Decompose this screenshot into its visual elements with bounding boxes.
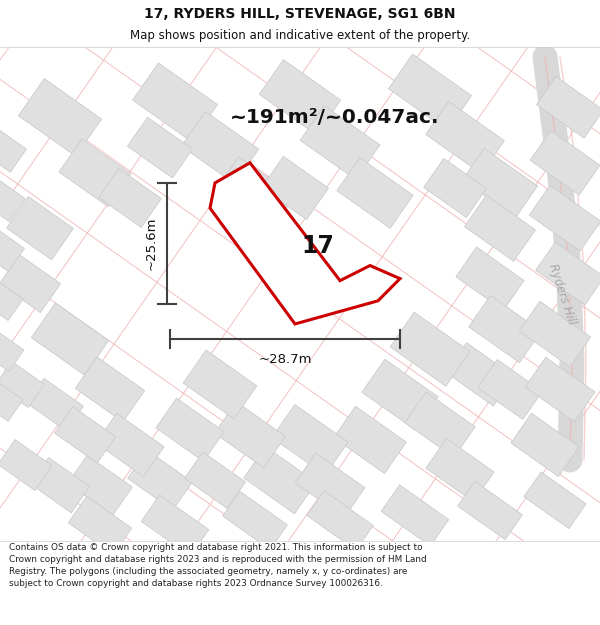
Polygon shape: [381, 485, 449, 546]
Polygon shape: [362, 359, 438, 430]
Polygon shape: [181, 111, 259, 184]
Polygon shape: [0, 225, 25, 271]
Polygon shape: [536, 242, 600, 305]
Polygon shape: [0, 378, 23, 421]
Polygon shape: [27, 378, 83, 431]
Polygon shape: [478, 359, 542, 419]
Polygon shape: [96, 413, 164, 476]
Polygon shape: [446, 342, 514, 406]
Polygon shape: [0, 123, 26, 172]
Text: ~191m²/~0.047ac.: ~191m²/~0.047ac.: [230, 108, 440, 127]
Text: Map shows position and indicative extent of the property.: Map shows position and indicative extent…: [130, 29, 470, 42]
Polygon shape: [210, 162, 400, 324]
Polygon shape: [0, 277, 23, 321]
Polygon shape: [388, 54, 472, 131]
Polygon shape: [183, 350, 257, 419]
Polygon shape: [425, 101, 505, 174]
Polygon shape: [19, 79, 101, 156]
Polygon shape: [7, 197, 73, 260]
Polygon shape: [223, 491, 287, 549]
Polygon shape: [0, 327, 24, 371]
Polygon shape: [215, 402, 286, 468]
Polygon shape: [456, 247, 524, 310]
Polygon shape: [141, 495, 209, 556]
Polygon shape: [0, 361, 44, 408]
Polygon shape: [31, 303, 109, 375]
Polygon shape: [76, 357, 145, 422]
Polygon shape: [0, 439, 52, 491]
Text: 17: 17: [302, 234, 334, 258]
Text: 17, RYDERS HILL, STEVENAGE, SG1 6BN: 17, RYDERS HILL, STEVENAGE, SG1 6BN: [144, 7, 456, 21]
Polygon shape: [334, 406, 406, 474]
Polygon shape: [68, 496, 132, 554]
Polygon shape: [405, 392, 475, 458]
Polygon shape: [0, 174, 25, 222]
Text: ~28.7m: ~28.7m: [258, 352, 312, 366]
Polygon shape: [530, 131, 600, 195]
Polygon shape: [426, 439, 494, 502]
Polygon shape: [295, 453, 365, 518]
Polygon shape: [128, 450, 192, 510]
Polygon shape: [300, 106, 380, 179]
Polygon shape: [133, 63, 217, 142]
Polygon shape: [469, 296, 541, 362]
Polygon shape: [272, 404, 348, 475]
Polygon shape: [98, 169, 161, 228]
Polygon shape: [464, 195, 535, 261]
Polygon shape: [127, 118, 193, 178]
Polygon shape: [424, 159, 487, 218]
Text: Ryders Hill: Ryders Hill: [546, 262, 578, 326]
Polygon shape: [0, 255, 61, 312]
Polygon shape: [262, 156, 328, 219]
Polygon shape: [68, 455, 132, 515]
Polygon shape: [524, 472, 586, 529]
Polygon shape: [511, 413, 579, 476]
Polygon shape: [59, 139, 131, 207]
Polygon shape: [458, 481, 523, 539]
Polygon shape: [244, 447, 316, 514]
Polygon shape: [463, 149, 538, 218]
Polygon shape: [536, 76, 600, 138]
Polygon shape: [31, 458, 89, 513]
Polygon shape: [259, 60, 341, 135]
Polygon shape: [307, 491, 373, 550]
Polygon shape: [55, 407, 115, 463]
Polygon shape: [185, 452, 245, 508]
Polygon shape: [529, 186, 600, 251]
Polygon shape: [215, 157, 295, 229]
Polygon shape: [519, 301, 591, 367]
Polygon shape: [525, 357, 595, 422]
Polygon shape: [337, 158, 413, 228]
Polygon shape: [156, 398, 224, 461]
Polygon shape: [390, 312, 470, 386]
Text: ~25.6m: ~25.6m: [145, 217, 157, 270]
Text: Contains OS data © Crown copyright and database right 2021. This information is : Contains OS data © Crown copyright and d…: [9, 543, 427, 588]
